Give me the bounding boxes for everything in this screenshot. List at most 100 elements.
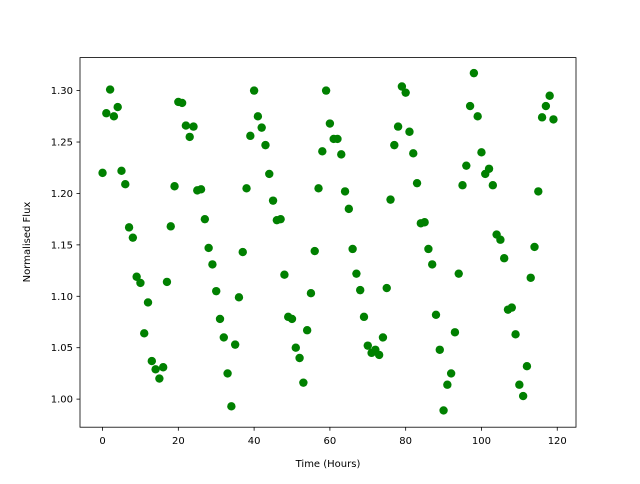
x-tick-label: 60 — [324, 436, 337, 447]
point — [261, 140, 270, 150]
point — [431, 310, 441, 319]
y-tick-label: 1.10 — [51, 292, 73, 303]
point — [310, 246, 319, 256]
point — [98, 168, 107, 178]
point — [314, 184, 323, 193]
point — [401, 88, 410, 97]
point — [424, 244, 433, 254]
point — [242, 184, 251, 193]
point — [462, 161, 471, 170]
y-tick-label: 1.15 — [51, 240, 73, 251]
x-tick-label: 0 — [99, 436, 105, 447]
point — [348, 244, 357, 254]
point — [454, 269, 463, 278]
point — [151, 365, 160, 374]
point — [208, 260, 217, 269]
point — [306, 289, 316, 298]
point — [212, 286, 221, 296]
point — [469, 68, 479, 78]
point — [268, 196, 278, 205]
point — [534, 187, 543, 196]
point — [325, 119, 335, 128]
point — [518, 391, 528, 401]
x-tick-label: 40 — [248, 436, 261, 447]
point — [356, 285, 365, 295]
point — [299, 378, 308, 387]
point — [253, 112, 263, 121]
point — [393, 122, 403, 131]
point — [507, 303, 516, 312]
point — [215, 314, 225, 324]
x-tick-label: 100 — [472, 436, 491, 447]
point — [147, 356, 157, 366]
point — [143, 298, 153, 307]
point — [238, 247, 247, 257]
point — [249, 86, 259, 95]
point — [412, 178, 422, 188]
point — [390, 140, 399, 150]
point — [363, 341, 372, 350]
point — [511, 330, 520, 339]
point — [230, 340, 240, 349]
point — [140, 329, 149, 338]
point — [196, 185, 206, 194]
point — [204, 243, 213, 253]
point — [189, 122, 198, 131]
point — [382, 283, 391, 293]
point — [291, 343, 300, 352]
point — [409, 149, 418, 158]
point — [359, 312, 369, 322]
point — [473, 112, 482, 121]
x-tick-label: 120 — [548, 436, 567, 447]
x-axis-label: Time (Hours) — [295, 459, 361, 470]
point — [219, 333, 228, 342]
point — [166, 222, 175, 231]
point — [386, 195, 395, 204]
point — [397, 82, 407, 91]
point — [177, 98, 187, 108]
point — [488, 181, 498, 190]
point — [227, 402, 236, 411]
point — [113, 102, 122, 112]
point — [280, 270, 289, 279]
point — [181, 121, 191, 130]
point — [443, 380, 452, 389]
y-tick-label: 1.30 — [51, 86, 73, 97]
point — [223, 369, 232, 378]
x-tick-label: 80 — [399, 436, 412, 447]
point — [405, 127, 414, 136]
point — [340, 187, 350, 196]
axes-frame — [79, 57, 577, 428]
point — [420, 218, 429, 227]
point — [155, 374, 164, 383]
point — [458, 181, 467, 190]
point — [257, 123, 266, 132]
point — [124, 223, 134, 232]
point — [499, 254, 509, 263]
point — [484, 164, 494, 173]
point — [435, 345, 444, 354]
point — [477, 148, 486, 157]
point — [344, 204, 354, 214]
y-tick-label: 1.00 — [51, 395, 73, 406]
point — [530, 242, 539, 252]
y-axis-label: Normalised Flux — [22, 202, 33, 283]
point — [333, 134, 342, 144]
point — [446, 369, 456, 378]
point — [295, 353, 304, 363]
point — [234, 293, 244, 302]
point — [265, 169, 274, 179]
point — [549, 115, 558, 124]
point — [117, 166, 126, 176]
point — [515, 380, 524, 389]
point — [109, 112, 119, 121]
point — [465, 101, 475, 111]
point — [496, 235, 505, 244]
point — [302, 326, 312, 335]
point — [200, 214, 210, 224]
point — [246, 131, 255, 141]
point — [321, 86, 331, 95]
point — [522, 362, 532, 371]
